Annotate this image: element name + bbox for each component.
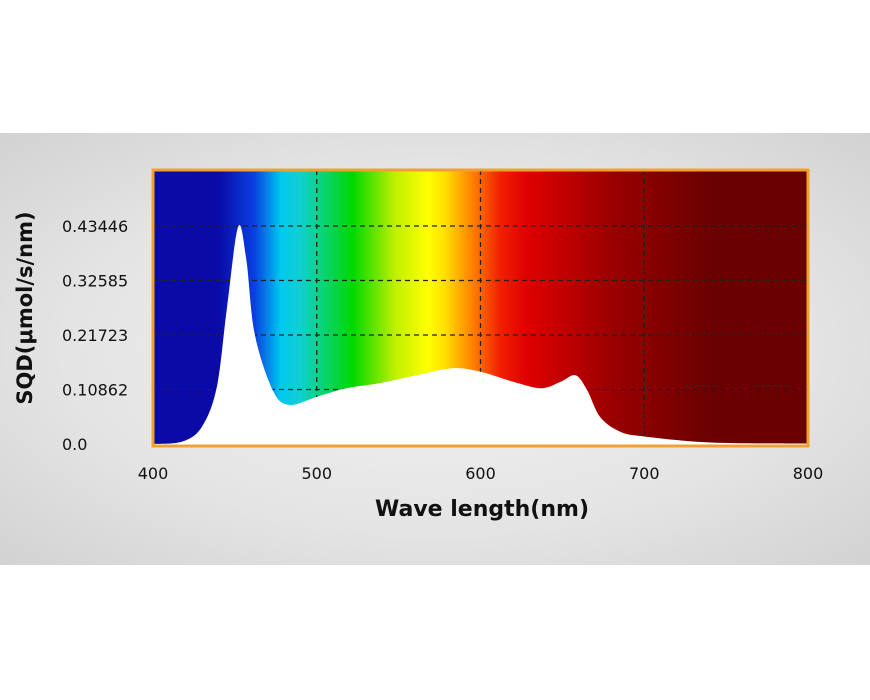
x-tick-label: 700 xyxy=(629,464,660,483)
x-tick-label: 800 xyxy=(793,464,824,483)
y-tick-label: 0.10862 xyxy=(62,380,128,399)
x-tick-label: 500 xyxy=(301,464,332,483)
y-tick-label: 0.21723 xyxy=(62,326,128,345)
x-axis-label: Wave length(nm) xyxy=(375,497,589,522)
y-tick-label: 0.32585 xyxy=(62,271,128,290)
y-axis-label: SQD(μmol/s/nm) xyxy=(13,211,37,404)
plot-frame xyxy=(151,168,810,448)
x-tick-label: 400 xyxy=(138,464,169,483)
y-tick-label: 0.0 xyxy=(62,435,87,454)
y-tick-label: 0.43446 xyxy=(62,217,128,236)
spectrum-curve-area xyxy=(153,225,808,446)
x-tick-label: 600 xyxy=(465,464,496,483)
